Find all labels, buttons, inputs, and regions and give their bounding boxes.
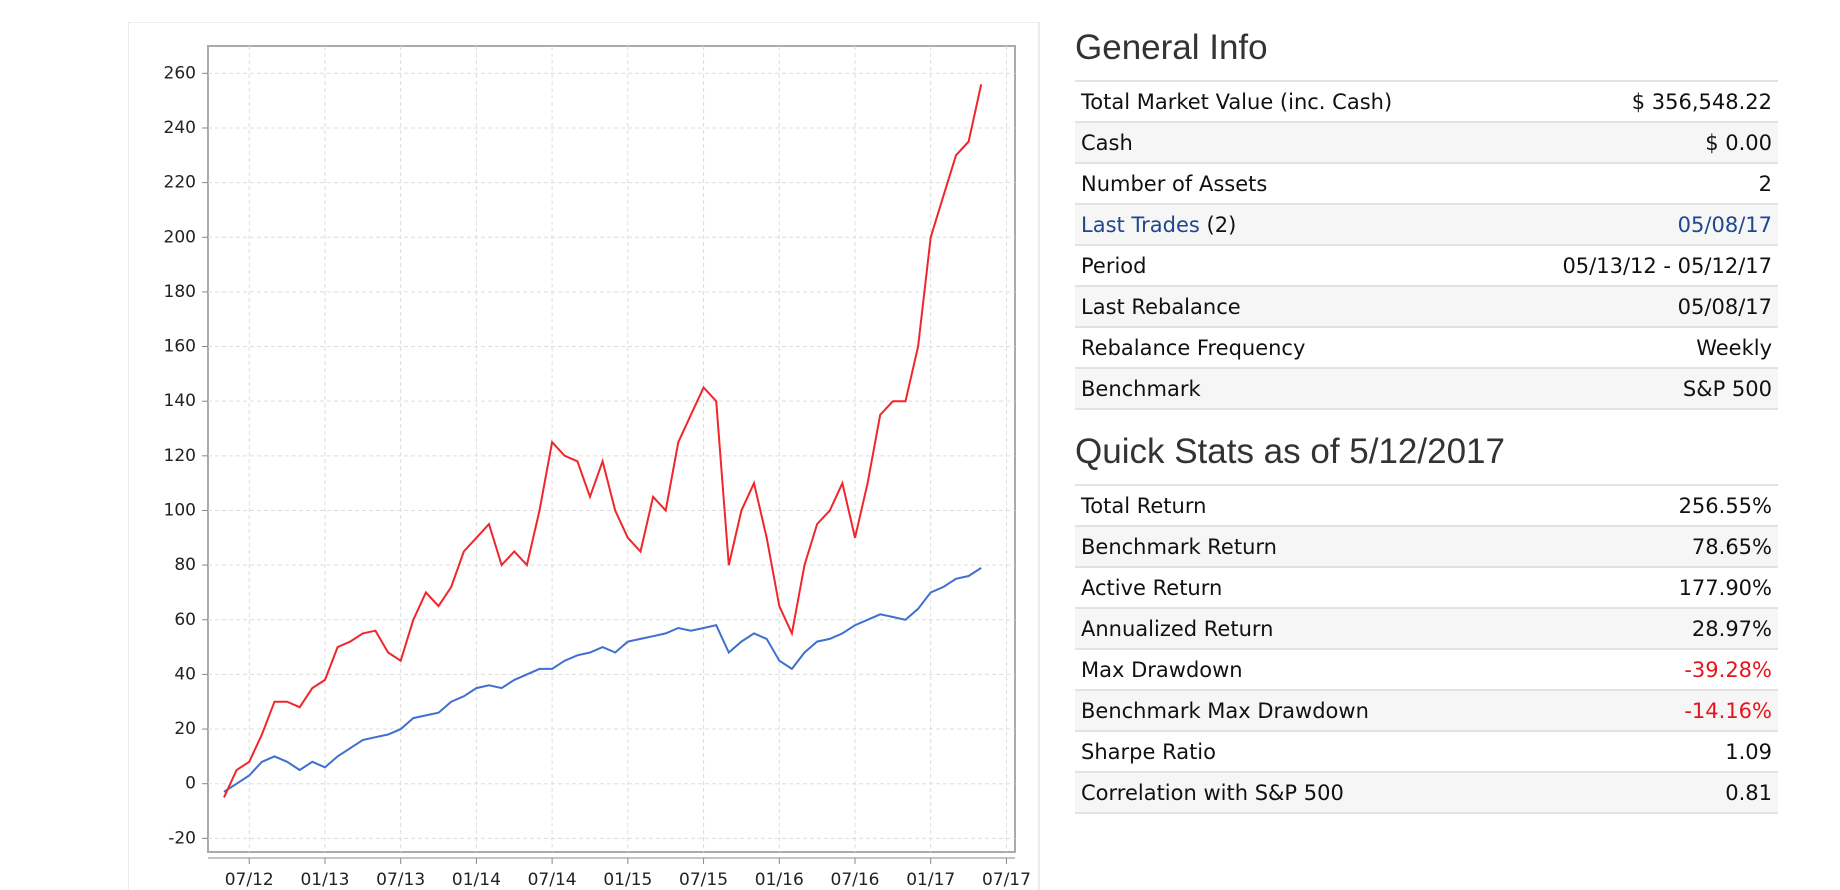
row-value: Weekly <box>1696 335 1772 360</box>
y-tick-label: 220 <box>164 173 196 193</box>
series-line <box>223 84 983 798</box>
table-row: Sharpe Ratio 1.09 <box>1075 730 1778 771</box>
row-label: Benchmark Max Drawdown <box>1081 698 1369 723</box>
row-value: -14.16% <box>1684 698 1772 723</box>
row-value: 0.81 <box>1725 780 1772 805</box>
row-value: 1.09 <box>1725 739 1772 764</box>
table-row: Benchmark Return 78.65% <box>1075 525 1778 566</box>
row-label: Benchmark Return <box>1081 534 1277 559</box>
row-value: 256.55% <box>1678 493 1772 518</box>
row-value: 05/13/12 - 05/12/17 <box>1562 253 1772 278</box>
chart: -20 0 20 40 60 80 100 120 140 160 180 200 220 240 260 0… <box>128 22 1040 890</box>
y-tick-label: 160 <box>164 337 196 357</box>
y-tick-label: 180 <box>164 282 196 302</box>
x-tick-label: 01/14 <box>452 870 501 890</box>
plot-area <box>207 45 1016 853</box>
row-value: $ 0.00 <box>1705 130 1772 155</box>
row-label: Sharpe Ratio <box>1081 739 1216 764</box>
section-title: Quick Stats as of 5/12/2017 <box>1075 432 1505 471</box>
table-row: Number of Assets 2 <box>1075 162 1778 203</box>
row-value: 28.97% <box>1691 616 1772 641</box>
row-label: Last Rebalance <box>1081 294 1241 319</box>
row-value[interactable]: 05/08/17 <box>1677 212 1772 237</box>
row-value: 78.65% <box>1691 534 1772 559</box>
x-tick-label: 07/15 <box>679 870 728 890</box>
last-trades-link[interactable]: Last Trades <box>1081 212 1200 237</box>
row-label: Annualized Return <box>1081 616 1274 641</box>
y-tick-label: 60 <box>174 610 196 630</box>
chart-frame <box>128 22 1040 890</box>
row-label: Benchmark <box>1081 376 1201 401</box>
series-line <box>223 567 982 793</box>
y-tick-label: 0 <box>185 774 196 794</box>
row-label: Cash <box>1081 130 1133 155</box>
table-row: Period 05/13/12 - 05/12/17 <box>1075 244 1778 285</box>
table-row: Active Return 177.90% <box>1075 566 1778 607</box>
y-tick-label: 80 <box>174 555 196 575</box>
table-row: Annualized Return 28.97% <box>1075 607 1778 648</box>
row-label: Last Trades (2) <box>1081 213 1236 237</box>
row-value: 2 <box>1758 171 1772 196</box>
x-tick-label: 01/13 <box>300 870 349 890</box>
table-row: Max Drawdown -39.28% <box>1075 648 1778 689</box>
table-row: Total Market Value (inc. Cash) $ 356,548.… <box>1075 80 1778 121</box>
y-tick-label: 120 <box>164 446 196 466</box>
table-row: Last Rebalance 05/08/17 <box>1075 285 1778 326</box>
row-label: Active Return <box>1081 575 1223 600</box>
x-tick-label: 01/16 <box>755 870 804 890</box>
row-value: S&P 500 <box>1682 376 1772 401</box>
table-row: Correlation with S&P 500 0.81 <box>1075 771 1778 812</box>
row-value: -39.28% <box>1684 657 1772 682</box>
quick-stats-table: Total Return 256.55% Benchmark Return 78.65… <box>1075 484 1778 814</box>
x-tick-label: 07/17 <box>982 870 1031 890</box>
x-tick-label: 07/13 <box>376 870 425 890</box>
table-row: Cash $ 0.00 <box>1075 121 1778 162</box>
row-label: Correlation with S&P 500 <box>1081 780 1344 805</box>
y-tick-label: 200 <box>164 227 196 247</box>
row-label: Number of Assets <box>1081 171 1268 196</box>
y-tick-label: 100 <box>164 500 196 520</box>
y-tick-label: 260 <box>164 63 196 83</box>
table-row: Rebalance Frequency Weekly <box>1075 326 1778 367</box>
table-row: Benchmark Max Drawdown -14.16% <box>1075 689 1778 730</box>
table-row: Benchmark S&P 500 <box>1075 367 1778 408</box>
x-tick-label: 07/12 <box>225 870 274 890</box>
section-title: General Info <box>1075 28 1268 67</box>
row-label: Period <box>1081 253 1147 278</box>
row-value: $ 356,548.22 <box>1631 89 1772 114</box>
x-tick-label: 07/14 <box>528 870 577 890</box>
y-tick-label: -20 <box>168 828 196 848</box>
info-panel: General Info Total Market Value (inc. Ca… <box>1075 22 1778 836</box>
row-value: 05/08/17 <box>1677 294 1772 319</box>
y-tick-label: 140 <box>164 391 196 411</box>
row-label: Total Market Value (inc. Cash) <box>1081 89 1393 114</box>
y-tick-label: 20 <box>174 719 196 739</box>
row-value: 177.90% <box>1678 575 1772 600</box>
x-tick-label: 01/15 <box>603 870 652 890</box>
row-label: Rebalance Frequency <box>1081 335 1306 360</box>
table-row: Last Trades (2) 05/08/17 <box>1075 203 1778 244</box>
x-tick-label: 07/16 <box>831 870 880 890</box>
x-tick-label: 01/17 <box>906 870 955 890</box>
y-tick-label: 240 <box>164 118 196 138</box>
table-row: Total Return 256.55% <box>1075 484 1778 525</box>
y-tick-label: 40 <box>174 664 196 684</box>
general-info-table: Total Market Value (inc. Cash) $ 356,548.… <box>1075 80 1778 410</box>
row-label: Total Return <box>1081 493 1207 518</box>
trade-count: (2) <box>1206 212 1237 237</box>
row-label: Max Drawdown <box>1081 657 1243 682</box>
